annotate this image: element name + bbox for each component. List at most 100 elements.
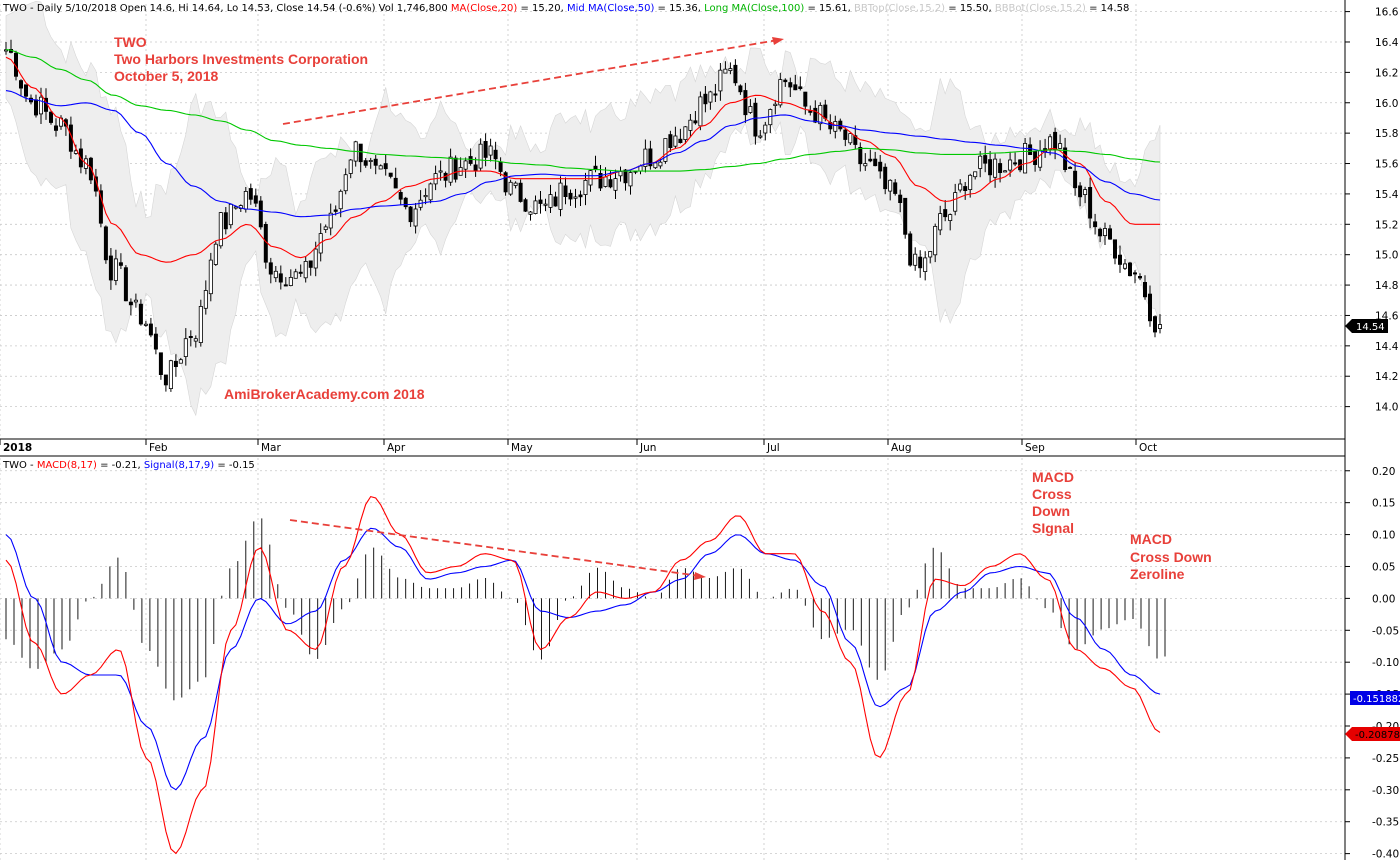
candle <box>298 264 303 277</box>
candle <box>1068 166 1073 169</box>
candle <box>1108 224 1113 240</box>
candle <box>868 149 873 163</box>
candle <box>103 225 108 264</box>
candle <box>1103 222 1108 245</box>
candle <box>198 299 203 347</box>
candle <box>63 118 68 136</box>
macd-y-tick-label: 0.10 <box>1372 530 1395 542</box>
candle <box>123 265 128 302</box>
macd-y-tick-label: 0.20 <box>1372 466 1395 478</box>
candle <box>428 182 433 204</box>
candle <box>1023 138 1028 174</box>
candle <box>118 253 123 269</box>
candle <box>193 335 198 348</box>
price-y-tick-label: 15.4 <box>1375 189 1399 201</box>
ma100-line <box>5 49 1161 172</box>
candle <box>683 126 688 145</box>
annotation-macd-zero-2: Cross Down <box>1130 549 1212 565</box>
candle <box>913 247 918 271</box>
candle <box>978 151 983 178</box>
price-y-tick-label: 16.0 <box>1375 98 1398 110</box>
candle <box>863 153 868 171</box>
candle <box>893 179 898 196</box>
candle <box>738 84 743 95</box>
candle <box>578 190 583 206</box>
annotation-macd-signal-1: MACD <box>1032 469 1074 485</box>
annotation-macd-zero-1: MACD <box>1130 531 1172 547</box>
candle <box>208 252 213 302</box>
candle <box>1078 182 1083 207</box>
candle <box>788 77 793 97</box>
candle <box>528 211 533 221</box>
price-header: TWO - Daily 5/10/2018 Open 14.6, Hi 14.6… <box>2 3 1129 14</box>
candle <box>178 357 183 364</box>
candle <box>648 140 653 170</box>
candle <box>708 90 713 110</box>
candle <box>503 171 508 196</box>
candle <box>308 260 313 276</box>
candle <box>1098 227 1103 243</box>
moving-averages <box>5 49 1161 263</box>
candle <box>128 298 133 316</box>
candle <box>1073 163 1078 196</box>
x-tick-label: 2018 <box>3 442 32 454</box>
candle <box>903 197 908 239</box>
candle <box>278 265 283 290</box>
candle <box>273 266 278 283</box>
candle <box>663 138 668 164</box>
macd-y-tick-label: -0.35 <box>1372 817 1399 829</box>
candle <box>568 189 573 206</box>
candle <box>388 172 393 179</box>
candle <box>963 182 968 200</box>
candle <box>973 171 978 180</box>
x-tick-label: May <box>511 442 533 454</box>
candle <box>413 203 418 234</box>
candle <box>163 374 168 392</box>
x-tick-label: Apr <box>387 442 406 454</box>
candle <box>513 181 518 189</box>
candle <box>293 268 298 279</box>
candle <box>853 125 858 150</box>
candle <box>248 183 253 205</box>
candle <box>508 179 513 196</box>
price-y-tick-label: 15.2 <box>1375 219 1398 231</box>
candle <box>153 327 158 355</box>
macd-trend-arrow <box>289 519 706 580</box>
annotation-company: Two Harbors Investments Corporation <box>114 51 368 67</box>
price-y-tick-label: 15.6 <box>1375 159 1399 171</box>
x-tick-label: Aug <box>891 442 912 454</box>
candle <box>613 169 618 199</box>
candle <box>668 130 673 152</box>
candle <box>448 148 453 186</box>
svg-text:14.54: 14.54 <box>1356 322 1385 333</box>
candle <box>228 203 233 229</box>
candle <box>328 203 333 236</box>
candle <box>1133 270 1138 284</box>
ma50-line <box>5 90 1161 218</box>
candle <box>693 111 698 125</box>
candle <box>793 74 798 91</box>
candle <box>368 157 373 169</box>
candle <box>848 133 853 145</box>
candle <box>438 160 443 181</box>
candle <box>1153 315 1158 338</box>
annotation-macd-signal-4: SIgnal <box>1032 520 1074 536</box>
x-tick-label: Jul <box>766 442 780 454</box>
annotation-ticker: TWO <box>114 34 147 50</box>
candle <box>478 138 483 172</box>
price-badge: 14.54 <box>1345 319 1388 333</box>
candle <box>1158 314 1163 334</box>
signal-line <box>5 527 1161 791</box>
price-y-tick-label: 14.4 <box>1375 341 1399 353</box>
candle <box>783 78 788 87</box>
candle <box>49 111 54 125</box>
candle <box>358 143 363 173</box>
candle <box>1118 245 1123 273</box>
macd-header: TWO - MACD(8,17) = -0.21, Signal(8,17,9)… <box>2 460 255 471</box>
candle <box>1128 261 1133 277</box>
candle <box>803 91 808 115</box>
candle <box>383 154 388 176</box>
candle <box>23 84 28 102</box>
annotation-macd-signal-3: Down <box>1032 503 1070 519</box>
